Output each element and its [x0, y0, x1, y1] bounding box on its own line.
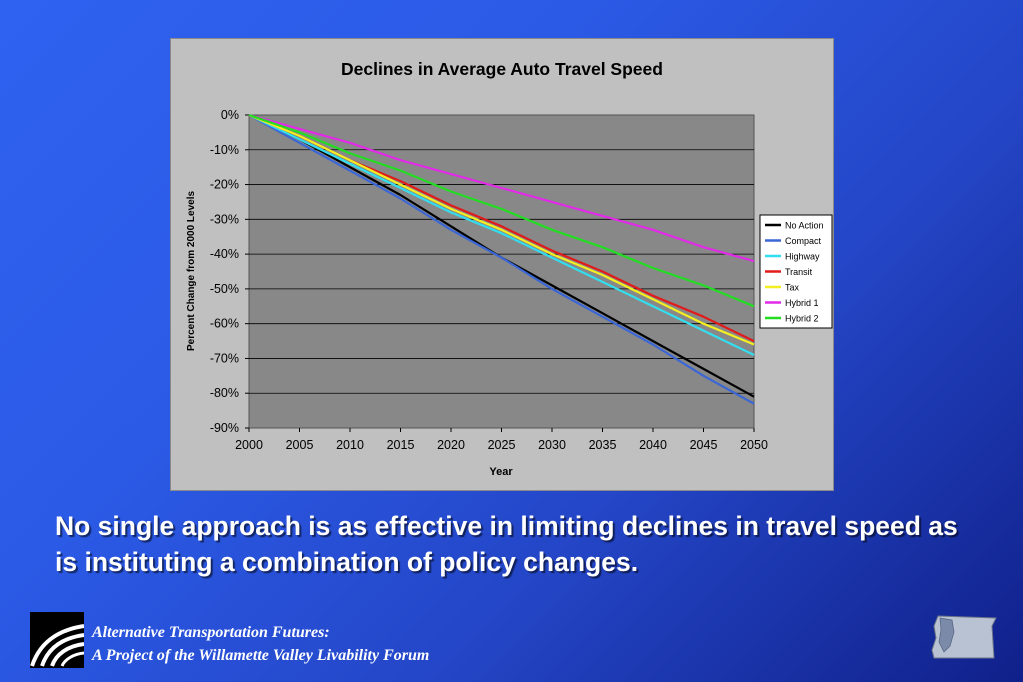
series-line-compact — [248, 114, 755, 405]
legend-label: Hybrid 2 — [785, 314, 819, 324]
x-tick-label: 2015 — [387, 438, 415, 452]
footer-line-1: Alternative Transportation Futures: — [92, 624, 330, 641]
series-line-hybrid-1 — [248, 113, 755, 263]
x-tick-label: 2045 — [690, 438, 718, 452]
forum-logo — [30, 612, 84, 668]
x-tick-label: 2010 — [336, 438, 364, 452]
x-tick-label: 2000 — [235, 438, 263, 452]
y-tick-label: -30% — [210, 212, 239, 226]
line-chart: Declines in Average Auto Travel Speed 0%… — [186, 59, 833, 478]
y-tick-label: -40% — [210, 247, 239, 261]
y-tick-label: -10% — [210, 143, 239, 157]
x-axis-ticks: 2000 2005 2010 2015 2020 2025 2030 2035 2040 2045… — [235, 428, 768, 452]
footer-line-2: A Project of the Willamette Valley Livab… — [92, 647, 430, 664]
y-tick-label: 0% — [221, 108, 239, 122]
legend-label: Hybrid 1 — [785, 298, 819, 308]
x-tick-label: 2050 — [740, 438, 768, 452]
oregon-map-icon — [931, 615, 997, 659]
legend-label: Compact — [785, 236, 822, 246]
x-tick-label: 2005 — [286, 438, 314, 452]
plot-area — [248, 114, 755, 429]
legend-label: Transit — [785, 267, 813, 277]
series-lines — [248, 113, 755, 405]
x-tick-label: 2025 — [488, 438, 516, 452]
legend-label: Highway — [785, 252, 820, 262]
y-axis-label: Percent Change from 2000 Levels — [186, 191, 197, 352]
road-curves-icon — [30, 624, 84, 667]
series-line-highway — [248, 114, 755, 356]
y-tick-label: -70% — [210, 351, 239, 365]
y-tick-label: -20% — [210, 178, 239, 192]
legend: No Action Compact Highway Transit Tax Hybrid … — [759, 214, 833, 329]
series-line-tax — [248, 113, 755, 346]
legend-label: Tax — [785, 283, 800, 293]
x-tick-label: 2020 — [437, 438, 465, 452]
y-axis-ticks: 0% -10% -20% -30% -40% -50% -60% -70% -80% -90% — [210, 108, 249, 435]
legend-label: No Action — [785, 221, 824, 231]
caption-text: No single approach is as effective in li… — [55, 511, 958, 577]
series-line-hybrid-2 — [248, 113, 755, 308]
chart-title: Declines in Average Auto Travel Speed — [341, 59, 663, 79]
chart-panel: Declines in Average Auto Travel Speed 0%… — [170, 38, 834, 491]
x-axis-label: Year — [489, 466, 513, 478]
x-tick-label: 2040 — [639, 438, 667, 452]
gridlines — [249, 149, 754, 394]
y-tick-label: -80% — [210, 386, 239, 400]
y-tick-label: -90% — [210, 421, 239, 435]
y-tick-label: -50% — [210, 282, 239, 296]
y-tick-label: -60% — [210, 317, 239, 331]
x-tick-label: 2035 — [589, 438, 617, 452]
x-tick-label: 2030 — [538, 438, 566, 452]
footer-credit: Alternative Transportation Futures: A Pr… — [92, 621, 429, 667]
